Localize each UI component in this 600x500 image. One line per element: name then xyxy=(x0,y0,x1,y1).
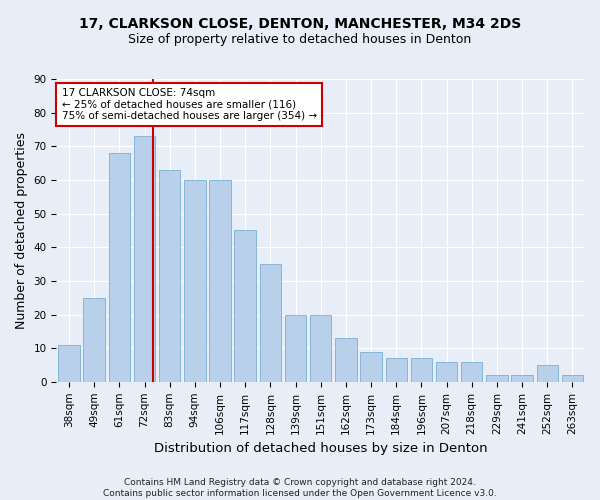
Text: 17 CLARKSON CLOSE: 74sqm
← 25% of detached houses are smaller (116)
75% of semi-: 17 CLARKSON CLOSE: 74sqm ← 25% of detach… xyxy=(62,88,317,122)
Bar xyxy=(511,375,533,382)
Bar xyxy=(58,345,80,382)
Bar xyxy=(361,352,382,382)
Bar xyxy=(184,180,206,382)
Bar xyxy=(235,230,256,382)
Bar xyxy=(209,180,231,382)
Bar xyxy=(562,375,583,382)
Bar xyxy=(109,153,130,382)
Bar xyxy=(310,314,331,382)
X-axis label: Distribution of detached houses by size in Denton: Distribution of detached houses by size … xyxy=(154,442,488,455)
Bar xyxy=(260,264,281,382)
Bar xyxy=(536,365,558,382)
Y-axis label: Number of detached properties: Number of detached properties xyxy=(15,132,28,329)
Bar xyxy=(83,298,105,382)
Bar xyxy=(461,362,482,382)
Bar xyxy=(159,170,181,382)
Bar xyxy=(436,362,457,382)
Bar xyxy=(486,375,508,382)
Text: Size of property relative to detached houses in Denton: Size of property relative to detached ho… xyxy=(128,32,472,46)
Text: Contains HM Land Registry data © Crown copyright and database right 2024.
Contai: Contains HM Land Registry data © Crown c… xyxy=(103,478,497,498)
Bar xyxy=(285,314,306,382)
Bar xyxy=(386,358,407,382)
Bar xyxy=(410,358,432,382)
Text: 17, CLARKSON CLOSE, DENTON, MANCHESTER, M34 2DS: 17, CLARKSON CLOSE, DENTON, MANCHESTER, … xyxy=(79,18,521,32)
Bar xyxy=(335,338,356,382)
Bar xyxy=(134,136,155,382)
